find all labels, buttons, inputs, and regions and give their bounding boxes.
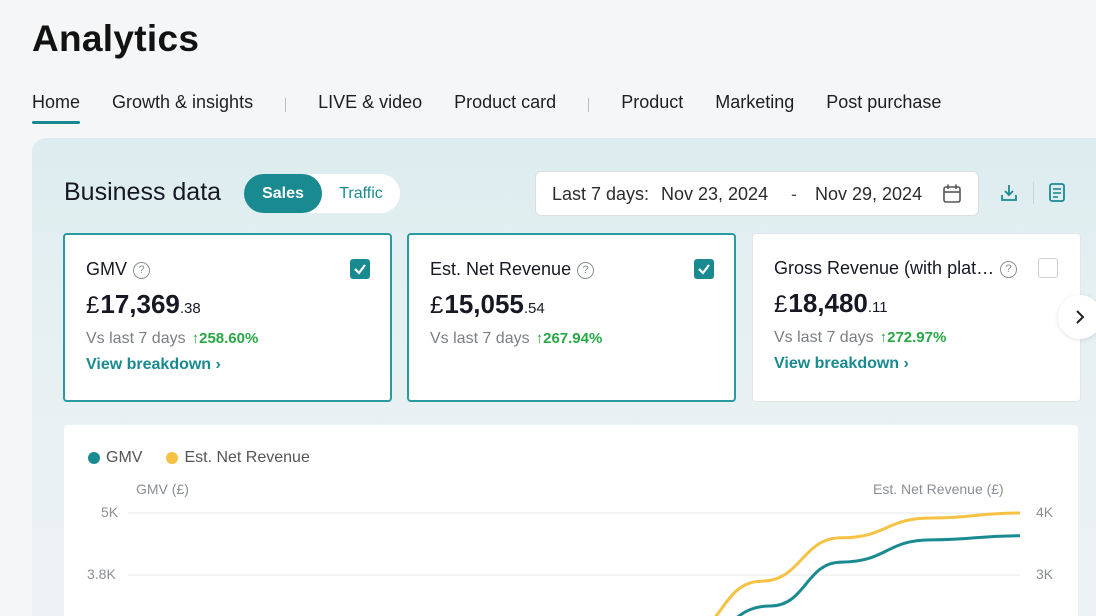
y-left-tick: 5K [101,504,119,520]
series-line-gmv [736,534,1021,616]
chevron-right-icon [1076,310,1085,324]
check-icon [354,264,366,275]
chart-lines [714,511,1021,616]
toolbar-divider [1033,182,1034,204]
help-icon[interactable]: ? [1000,261,1018,278]
metric-value: £15,055.54 [430,289,545,319]
date-to: Nov 29, 2024 [815,184,923,204]
tab-growth-insights[interactable]: Growth & insights [112,92,254,112]
legend-item-gmv[interactable]: GMV [88,449,142,467]
legend-label: Est. Net Revenue [184,449,310,466]
tab-product[interactable]: Product [621,92,684,112]
view-breakdown-link[interactable]: View breakdown › [774,355,909,372]
tab-home[interactable]: Home [32,90,81,124]
view-breakdown-link[interactable]: View breakdown › [86,356,221,373]
tab-marketing[interactable]: Marketing [715,92,795,112]
tab-live-video[interactable]: LIVE & video [318,92,423,112]
legend-dot [88,452,100,464]
tab-post-purchase[interactable]: Post purchase [826,92,942,112]
date-separator: - [791,184,797,204]
calendar-icon [942,183,962,209]
metric-checkbox[interactable] [694,259,714,279]
help-icon[interactable]: ? [577,262,595,279]
tab-divider [588,98,590,112]
metric-comparison: Vs last 7 days ↑267.94% [430,330,603,347]
page-title: Analytics [32,18,200,59]
metric-card-gross-revenue[interactable]: Gross Revenue (with plat…? £18,480.11 Vs… [752,233,1081,402]
metric-name: Est. Net Revenue? [430,259,595,280]
series-line-est-net-revenue [714,511,1021,616]
next-cards-button[interactable] [1058,295,1096,339]
metric-name: Gross Revenue (with plat…? [774,258,1018,279]
chart-legend: GMV Est. Net Revenue [88,449,334,467]
report-icon[interactable] [1045,180,1069,206]
metric-card-net-revenue[interactable]: Est. Net Revenue? £15,055.54 Vs last 7 d… [407,233,736,402]
arrow-up-icon: ↑ [535,330,544,347]
sales-traffic-toggle: Sales Traffic [244,174,400,213]
legend-dot [166,452,179,464]
date-range-picker[interactable]: Last 7 days: Nov 23, 2024 - Nov 29, 2024 [535,171,979,216]
business-data-title: Business data [64,178,222,206]
legend-item-net-revenue[interactable]: Est. Net Revenue [166,449,310,467]
metric-comparison: Vs last 7 days ↑258.60% [86,330,259,347]
y-left-tick: 3.8K [87,566,116,582]
y-right-tick: 3K [1036,566,1054,582]
metric-checkbox[interactable] [1038,258,1058,278]
date-from: Nov 23, 2024 [661,184,769,204]
y-left-axis-title: GMV (£) [136,481,189,497]
legend-label: GMV [106,449,143,466]
chart-grid [128,512,1020,576]
metric-value: £17,369.38 [86,289,201,319]
tab-divider [285,98,287,112]
metric-checkbox[interactable] [350,259,370,279]
arrow-up-icon: ↑ [191,330,200,347]
y-right-axis-title: Est. Net Revenue (£) [873,481,1004,497]
nav-tabs: Home Growth & insights LIVE & video Prod… [32,90,973,124]
download-icon[interactable] [997,180,1021,206]
metric-comparison: Vs last 7 days ↑272.97% [774,329,947,346]
metric-value: £18,480.11 [774,288,888,318]
metric-card-gmv[interactable]: GMV? £17,369.38 Vs last 7 days ↑258.60% V… [63,233,392,402]
sales-toggle-option[interactable]: Sales [244,174,322,213]
arrow-up-icon: ↑ [879,329,888,346]
metric-name: GMV? [86,259,151,280]
help-icon[interactable]: ? [133,262,151,279]
traffic-toggle-option[interactable]: Traffic [339,185,383,202]
date-range-label: Last 7 days: [552,184,650,204]
check-icon [698,264,710,275]
y-right-tick: 4K [1036,504,1054,520]
tab-product-card[interactable]: Product card [454,92,557,112]
